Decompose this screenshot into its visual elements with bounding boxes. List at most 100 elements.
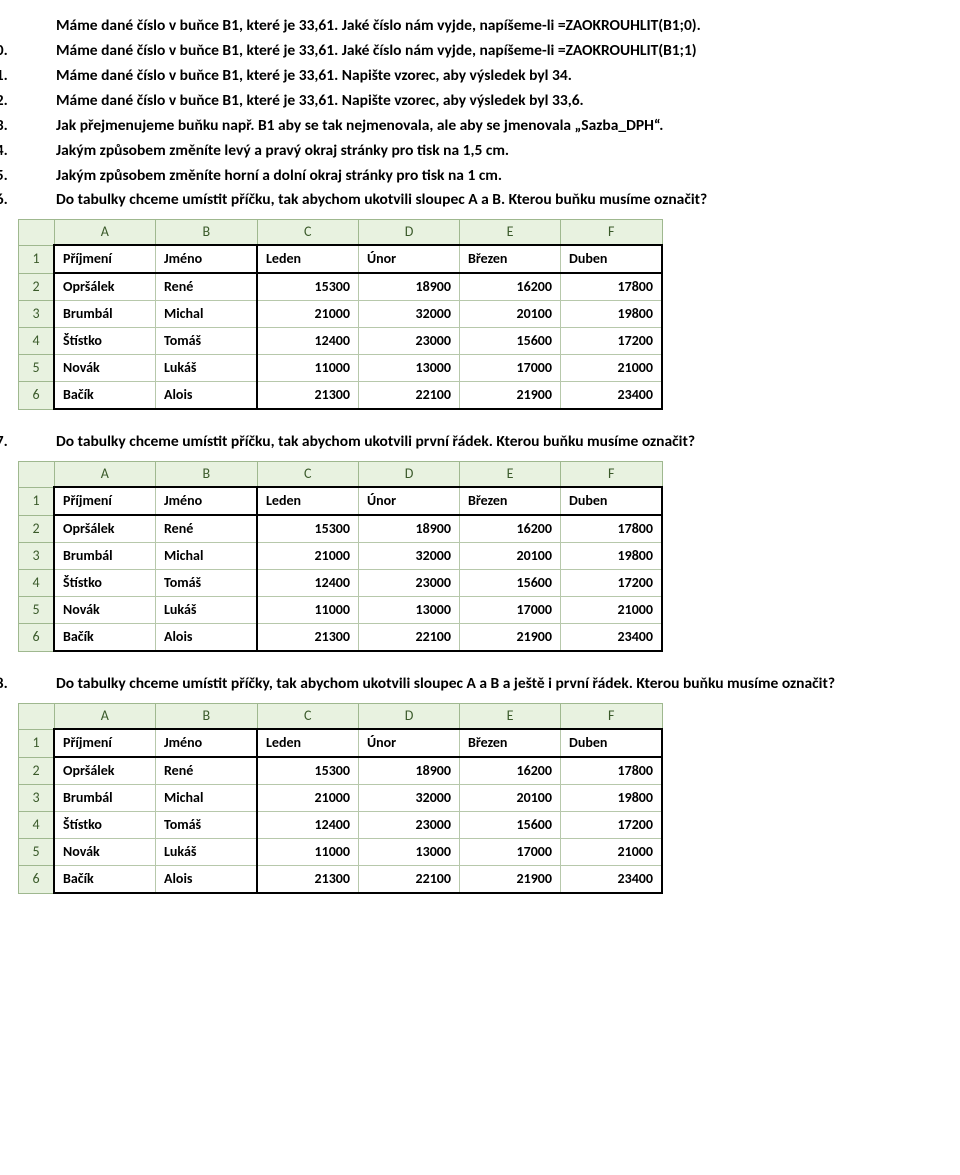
table-header-cell: Březen — [460, 245, 561, 273]
row-header: 3 — [19, 543, 55, 570]
row-header: 5 — [19, 597, 55, 624]
table-header-cell: Únor — [359, 729, 460, 757]
table-header-cell: Únor — [359, 245, 460, 273]
column-header: E — [460, 462, 561, 488]
question-100: 100.Máme dané číslo v buňce B1, které je… — [18, 41, 942, 62]
question-105: 105.Jakým způsobem změníte horní a dolní… — [18, 166, 942, 187]
column-header: D — [359, 704, 460, 730]
table-cell: 19800 — [561, 785, 663, 812]
question-text: Máme dané číslo v buňce B1, které je 33,… — [56, 16, 701, 35]
table-cell: Michal — [156, 785, 258, 812]
row-header: 2 — [19, 273, 55, 301]
table-cell: 16200 — [460, 757, 561, 785]
question-text: Do tabulky chceme umístit příčku, tak ab… — [56, 190, 707, 209]
question-103: 103.Jak přejmenujeme buňku např. B1 aby … — [18, 116, 942, 137]
table-cell: Lukáš — [156, 355, 258, 382]
table-header-cell: Únor — [359, 487, 460, 515]
table-header-cell: Duben — [561, 245, 663, 273]
column-header: F — [561, 462, 663, 488]
spreadsheet: ABCDEF1PříjmeníJménoLedenÚnorBřezenDuben… — [18, 703, 663, 894]
spreadsheet-table-3: ABCDEF1PříjmeníJménoLedenÚnorBřezenDuben… — [18, 703, 942, 894]
question-101: 101.Máme dané číslo v buňce B1, které je… — [18, 66, 942, 87]
sheet-corner — [19, 462, 55, 488]
table-header-cell: Duben — [561, 487, 663, 515]
column-header: E — [460, 220, 561, 246]
row-header: 1 — [19, 245, 55, 273]
table-cell: 21000 — [561, 839, 663, 866]
question-number: 101. — [18, 66, 56, 87]
table-cell: Brumbál — [54, 785, 156, 812]
table-cell: 16200 — [460, 515, 561, 543]
table-cell: 15300 — [257, 515, 359, 543]
column-header: C — [257, 704, 359, 730]
table-cell: 17200 — [561, 328, 663, 355]
table-header-cell: Jméno — [156, 487, 258, 515]
table-cell: Novák — [54, 839, 156, 866]
question-text: Máme dané číslo v buňce B1, které je 33,… — [56, 41, 697, 60]
table-cell: 21900 — [460, 382, 561, 410]
question-number: 102. — [18, 91, 56, 112]
table-cell: 13000 — [359, 597, 460, 624]
row-header: 4 — [19, 328, 55, 355]
table-cell: Tomáš — [156, 328, 258, 355]
table-cell: 21300 — [257, 624, 359, 652]
question-107: 107.Do tabulky chceme umístit příčku, ta… — [18, 432, 942, 453]
table-header-cell: Březen — [460, 729, 561, 757]
table-header-cell: Leden — [257, 487, 359, 515]
table-cell: 19800 — [561, 301, 663, 328]
table-cell: 13000 — [359, 355, 460, 382]
table-cell: 20100 — [460, 543, 561, 570]
table-cell: 32000 — [359, 785, 460, 812]
column-header: A — [54, 220, 156, 246]
column-header: F — [561, 220, 663, 246]
table-cell: 22100 — [359, 624, 460, 652]
table-header-cell: Jméno — [156, 729, 258, 757]
table-cell: 17800 — [561, 273, 663, 301]
table-header-cell: Duben — [561, 729, 663, 757]
table-cell: 17200 — [561, 570, 663, 597]
table-cell: Alois — [156, 866, 258, 894]
sheet-corner — [19, 704, 55, 730]
table-cell: 20100 — [460, 785, 561, 812]
table-cell: 12400 — [257, 812, 359, 839]
row-header: 5 — [19, 355, 55, 382]
table-cell: 15600 — [460, 328, 561, 355]
table-cell: René — [156, 515, 258, 543]
table-cell: 21000 — [257, 301, 359, 328]
table-header-cell: Leden — [257, 729, 359, 757]
table-header-cell: Příjmení — [54, 245, 156, 273]
table-header-cell: Příjmení — [54, 729, 156, 757]
question-number: 104. — [18, 141, 56, 162]
table-cell: 15600 — [460, 570, 561, 597]
table-cell: Štístko — [54, 328, 156, 355]
table-cell: 17800 — [561, 515, 663, 543]
table-cell: 17800 — [561, 757, 663, 785]
spreadsheet-table-1: ABCDEF1PříjmeníJménoLedenÚnorBřezenDuben… — [18, 219, 942, 410]
table-header-cell: Příjmení — [54, 487, 156, 515]
table-cell: Opršálek — [54, 273, 156, 301]
table-cell: 18900 — [359, 515, 460, 543]
table-header-cell: Jméno — [156, 245, 258, 273]
spreadsheet-table-2: ABCDEF1PříjmeníJménoLedenÚnorBřezenDuben… — [18, 461, 942, 652]
column-header: E — [460, 704, 561, 730]
question-text: Do tabulky chceme umístit příčku, tak ab… — [56, 432, 695, 451]
column-header: A — [54, 704, 156, 730]
question-99: 99.Máme dané číslo v buňce B1, které je … — [18, 16, 942, 37]
question-104: 104.Jakým způsobem změníte levý a pravý … — [18, 141, 942, 162]
table-cell: 21000 — [561, 355, 663, 382]
table-cell: 17200 — [561, 812, 663, 839]
row-header: 6 — [19, 866, 55, 894]
question-text: Jakým způsobem změníte horní a dolní okr… — [56, 166, 502, 185]
table-cell: Alois — [156, 624, 258, 652]
table-cell: Novák — [54, 597, 156, 624]
table-cell: 21300 — [257, 382, 359, 410]
table-cell: Lukáš — [156, 839, 258, 866]
table-cell: 16200 — [460, 273, 561, 301]
row-header: 2 — [19, 515, 55, 543]
column-header: B — [156, 704, 258, 730]
row-header: 3 — [19, 785, 55, 812]
question-number: 108. — [18, 674, 56, 695]
table-cell: 19800 — [561, 543, 663, 570]
table-cell: 11000 — [257, 839, 359, 866]
column-header: B — [156, 462, 258, 488]
